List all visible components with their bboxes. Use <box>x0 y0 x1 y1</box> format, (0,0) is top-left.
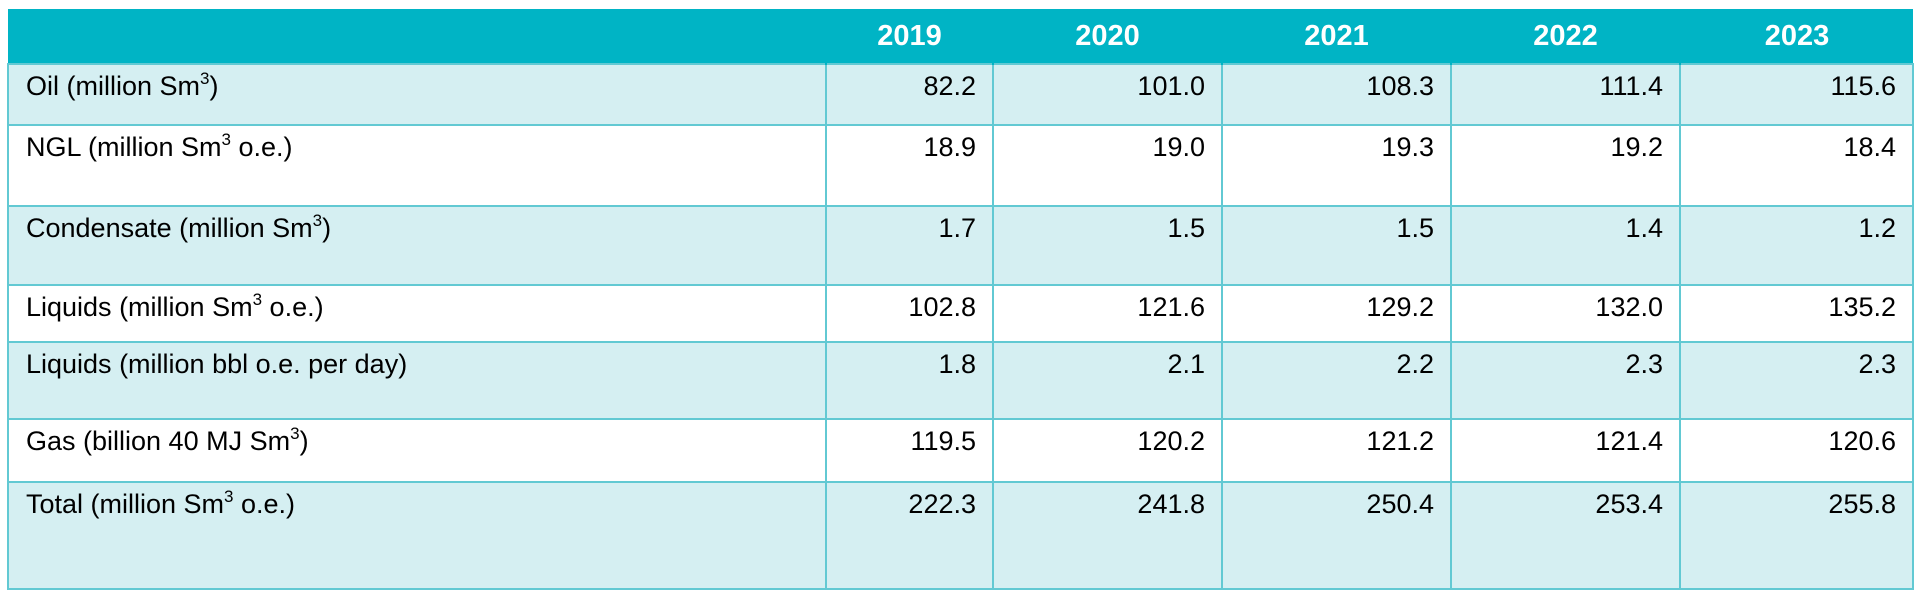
row-label-suffix: o.e.) <box>231 132 293 162</box>
superscript: 3 <box>221 130 231 149</box>
header-year-2019: 2019 <box>825 9 993 64</box>
cell-total-2023: 255.8 <box>1679 481 1914 590</box>
row-label-condensate: Condensate (million Sm3) <box>7 205 827 286</box>
cell-liquids-bbl-2020: 2.1 <box>992 341 1223 420</box>
cell-total-2019: 222.3 <box>825 481 994 590</box>
cell-ngl-2020: 19.0 <box>992 124 1223 207</box>
table-row-liquids-sm3: Liquids (million Sm3 o.e.) 102.8 121.6 1… <box>7 284 1914 343</box>
cell-oil-2022: 111.4 <box>1450 63 1681 126</box>
superscript: 3 <box>312 211 323 230</box>
cell-ngl-2019: 18.9 <box>825 124 994 207</box>
superscript: 3 <box>200 69 210 88</box>
row-label-suffix: ) <box>322 213 332 243</box>
cell-liquids-bbl-2022: 2.3 <box>1450 341 1681 420</box>
cell-oil-2020: 101.0 <box>992 63 1223 126</box>
superscript: 3 <box>224 487 234 506</box>
cell-liquids-sm3-2020: 121.6 <box>992 284 1223 343</box>
header-year-2021: 2021 <box>1221 9 1451 64</box>
cell-gas-2020: 120.2 <box>992 418 1223 483</box>
cell-total-2020: 241.8 <box>992 481 1223 590</box>
superscript: 3 <box>252 290 263 309</box>
row-label-oil: Oil (million Sm3) <box>7 63 827 126</box>
cell-gas-2022: 121.4 <box>1450 418 1681 483</box>
row-label-suffix: o.e.) <box>233 489 296 519</box>
cell-gas-2021: 121.2 <box>1221 418 1452 483</box>
header-corner-cell <box>8 9 826 64</box>
cell-ngl-2021: 19.3 <box>1221 124 1452 207</box>
cell-liquids-bbl-2023: 2.3 <box>1679 341 1914 420</box>
row-label-text: Oil (million Sm <box>26 71 201 101</box>
cell-gas-2023: 120.6 <box>1679 418 1914 483</box>
row-label-text: Total (million Sm <box>26 489 225 519</box>
row-label-text: Gas (billion 40 MJ Sm <box>26 426 291 456</box>
cell-condensate-2022: 1.4 <box>1450 205 1681 286</box>
row-label-liquids-sm3: Liquids (million Sm3 o.e.) <box>7 284 827 343</box>
superscript: 3 <box>290 424 300 443</box>
cell-ngl-2023: 18.4 <box>1679 124 1914 207</box>
cell-liquids-sm3-2019: 102.8 <box>825 284 994 343</box>
header-year-2023: 2023 <box>1679 9 1913 64</box>
row-label-suffix: ) <box>299 426 309 456</box>
cell-total-2022: 253.4 <box>1450 481 1681 590</box>
cell-oil-2021: 108.3 <box>1221 63 1452 126</box>
cell-condensate-2021: 1.5 <box>1221 205 1452 286</box>
cell-condensate-2020: 1.5 <box>992 205 1223 286</box>
table-row-oil: Oil (million Sm3) 82.2 101.0 108.3 111.4… <box>7 63 1914 126</box>
row-label-gas: Gas (billion 40 MJ Sm3) <box>7 418 827 483</box>
cell-liquids-bbl-2019: 1.8 <box>825 341 994 420</box>
cell-gas-2019: 119.5 <box>825 418 994 483</box>
row-label-ngl: NGL (million Sm3 o.e.) <box>7 124 827 207</box>
cell-liquids-bbl-2021: 2.2 <box>1221 341 1452 420</box>
table-row-condensate: Condensate (million Sm3) 1.7 1.5 1.5 1.4… <box>7 205 1914 286</box>
table-row-total: Total (million Sm3 o.e.) 222.3 241.8 250… <box>7 481 1914 590</box>
header-row: 2019 2020 2021 2022 2023 <box>8 9 1913 64</box>
table-row-ngl: NGL (million Sm3 o.e.) 18.9 19.0 19.3 19… <box>7 124 1914 207</box>
cell-condensate-2023: 1.2 <box>1679 205 1914 286</box>
cell-ngl-2022: 19.2 <box>1450 124 1681 207</box>
row-label-text: Condensate (million Sm <box>26 213 313 243</box>
table-row-gas: Gas (billion 40 MJ Sm3) 119.5 120.2 121.… <box>7 418 1914 483</box>
row-label-total: Total (million Sm3 o.e.) <box>7 481 827 590</box>
cell-oil-2019: 82.2 <box>825 63 994 126</box>
row-label-suffix: ) <box>209 71 219 101</box>
cell-total-2021: 250.4 <box>1221 481 1452 590</box>
cell-oil-2023: 115.6 <box>1679 63 1914 126</box>
production-table-container: 2019 2020 2021 2022 2023 Oil (million Sm… <box>7 9 1914 590</box>
table-row-liquids-bbl: Liquids (million bbl o.e. per day) 1.8 2… <box>7 341 1914 420</box>
production-table: 2019 2020 2021 2022 2023 Oil (million Sm… <box>7 9 1914 590</box>
row-label-text: Liquids (million Sm <box>26 292 253 322</box>
header-year-2020: 2020 <box>992 9 1222 64</box>
cell-liquids-sm3-2022: 132.0 <box>1450 284 1681 343</box>
cell-liquids-sm3-2023: 135.2 <box>1679 284 1914 343</box>
row-label-text: Liquids (million bbl o.e. per day) <box>26 349 408 379</box>
row-label-liquids-bbl: Liquids (million bbl o.e. per day) <box>7 341 827 420</box>
cell-liquids-sm3-2021: 129.2 <box>1221 284 1452 343</box>
row-label-suffix: o.e.) <box>262 292 324 322</box>
row-label-text: NGL (million Sm <box>26 132 222 162</box>
cell-condensate-2019: 1.7 <box>825 205 994 286</box>
header-year-2022: 2022 <box>1450 9 1680 64</box>
